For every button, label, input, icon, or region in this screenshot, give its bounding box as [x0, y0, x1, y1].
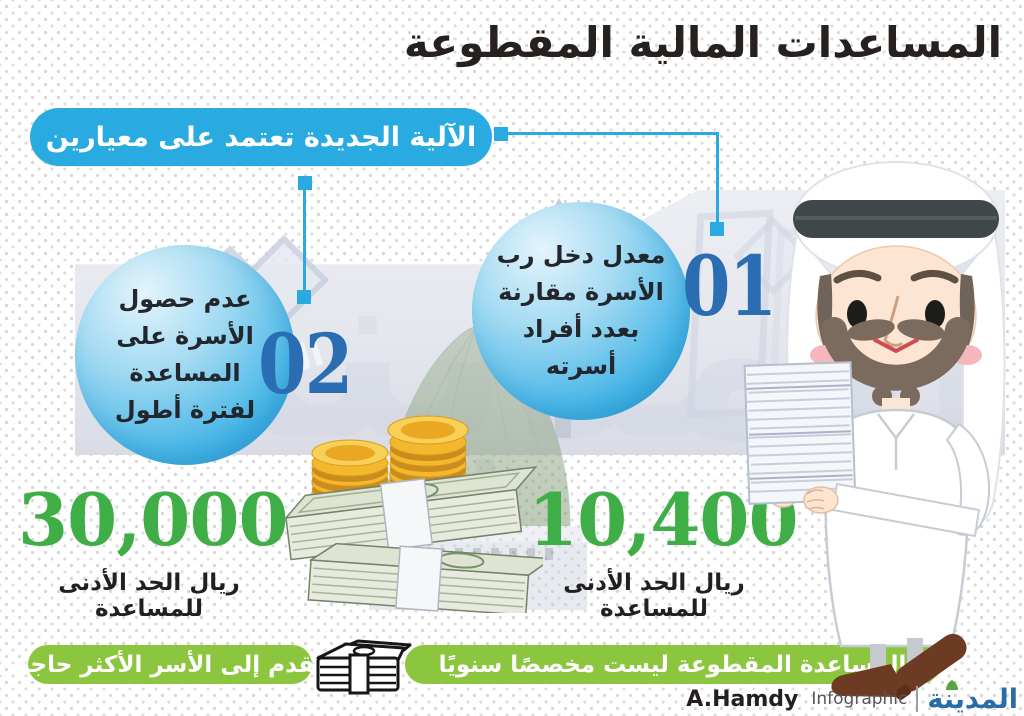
criterion-circle-1: معدل دخل رب الأسرة مقارنة بعدد أفراد أسر…	[472, 202, 690, 420]
credit-type: Infographic	[811, 689, 908, 709]
connector-line-vertical	[303, 190, 306, 292]
logo-dome-icon	[946, 679, 959, 690]
criterion-2-line: المساعدة	[129, 359, 241, 387]
connector-line-horizontal	[506, 132, 719, 135]
coin-stack-left	[311, 439, 389, 523]
mechanism-banner: الآلية الجديدة تعتمد على معيارين	[30, 108, 492, 166]
paper-stack	[743, 361, 857, 505]
criterion-number-1: 01	[682, 239, 777, 335]
hand-fingers	[806, 489, 825, 510]
shoe-right	[894, 633, 967, 700]
credit-divider	[916, 686, 919, 712]
criterion-number-2: 02	[258, 317, 353, 413]
connector-square	[298, 176, 312, 190]
connector-line-vertical	[716, 132, 719, 224]
credit-author: A.Hamdy	[686, 686, 799, 712]
footer-note-families-label: تقدم إلى الأسر الأكثر حاجة	[16, 651, 324, 678]
eyebrow-left	[833, 270, 882, 284]
cash-stack-icon	[316, 639, 412, 695]
nose	[883, 295, 904, 347]
coin-stack-right	[387, 415, 469, 528]
thobe-collar	[877, 413, 915, 470]
banknote-bundle-bottom	[307, 542, 543, 613]
amount-30000-label: ريال الحد الأدنى للمساعدة	[58, 570, 240, 622]
shoe-left	[831, 664, 903, 697]
agal-groove	[795, 216, 997, 220]
connector-square	[297, 290, 311, 304]
mustache-right	[897, 319, 945, 341]
logo-text: المدينة	[927, 683, 1018, 715]
footer-note-annual-label: المساعدة المقطوعة ليست مخصصًا سنويًا	[438, 651, 907, 678]
amount-10400-label: ريال الحد الأدنى للمساعدة	[563, 570, 745, 622]
eye-left	[847, 300, 867, 328]
mechanism-banner-label: الآلية الجديدة تعتمد على معيارين	[45, 121, 477, 153]
almadina-newspaper-logo: المدينة	[927, 679, 1018, 715]
saudi-man-character-illustration	[743, 161, 1006, 700]
criterion-1-line: الأسرة مقارنة	[498, 278, 664, 306]
eye-right	[925, 300, 945, 328]
footer-note-families: تقدم إلى الأسر الأكثر حاجة	[17, 645, 323, 684]
criterion-1-line: بعدد أفراد	[522, 315, 640, 343]
coins-and-cash-illustration	[284, 415, 543, 613]
criterion-1-line: معدل دخل رب	[496, 241, 666, 269]
criterion-2-line: لفترة أطول	[114, 396, 256, 424]
criterion-circle-2: عدم حصول الأسرة على المساعدة لفترة أطول	[75, 245, 295, 465]
banknote-bundle-top	[284, 466, 538, 561]
beard	[821, 317, 971, 391]
criterion-2-line: عدم حصول	[118, 285, 252, 313]
mustache-left	[847, 319, 895, 341]
connector-square	[494, 127, 508, 141]
amount-30000-value: 30,000	[18, 477, 289, 562]
eyebrow-right	[910, 270, 959, 284]
credit-line: A.Hamdy Infographic المدينة	[686, 679, 1018, 715]
criterion-2-line: الأسرة على	[116, 322, 254, 350]
mouth	[873, 338, 919, 354]
connector-square	[710, 222, 724, 236]
dome-ribs	[402, 325, 552, 529]
page-title: المساعدات المالية المقطوعة	[403, 18, 1003, 67]
criterion-1-line: أسرته	[545, 352, 617, 380]
amount-30000-block: 30,000 ريال الحد الأدنى للمساعدة	[18, 477, 289, 623]
